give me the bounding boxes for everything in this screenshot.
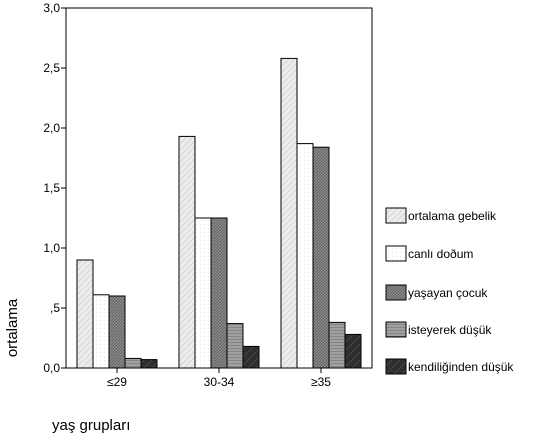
x-tick-label: ≤29	[107, 375, 127, 389]
bars-group	[76, 57, 362, 369]
legend-label-ortalama-gebelik: ortalama gebelik	[408, 209, 497, 223]
bar-kendilig-inden-du-s-u-k-3	[344, 333, 362, 369]
legend-swatch-isteyerek-du-s-u-k	[385, 321, 407, 338]
legend-label-kendilig-inden-du-s-u-k: kendiliğinden düşük	[408, 360, 514, 374]
legend-label-yas-ayan-c-ocuk: yaşayan çocuk	[408, 286, 488, 300]
bar-kendilig-inden-du-s-u-k-2	[242, 345, 260, 369]
x-axis-title: yaş grupları	[52, 417, 130, 434]
legend: ortalama gebelik canlı doðum yaşayan çocuk…	[385, 207, 514, 375]
legend-swatch-yas-ayan-c-ocuk	[385, 284, 407, 301]
y-tick-label: 0,0	[43, 361, 60, 375]
bar-yas-ayan-c-ocuk-3	[312, 146, 330, 369]
bar-isteyerek-du-s-u-k-3	[328, 321, 346, 369]
bar-ortalama-gebelik-2	[178, 135, 196, 369]
y-tick-label: ,5	[50, 301, 60, 315]
y-tick-label: 1,0	[43, 241, 60, 255]
bar-isteyerek-du-s-u-k-2	[226, 323, 244, 369]
bar-kendilig-inden-du-s-u-k-1	[140, 359, 158, 369]
legend-label-isteyerek-du-s-u-k: isteyerek düşük	[408, 323, 492, 337]
bar-yas-ayan-c-ocuk-2	[210, 217, 228, 369]
legend-label-canl-do-um: canlı doðum	[408, 247, 473, 261]
x-tick-label: ≥35	[311, 375, 331, 389]
y-tick-label: 1,5	[43, 181, 60, 195]
bar-canl-do-um-1	[92, 294, 110, 369]
y-axis: 0,0 ,5 1,0 1,5 2,0 2,5 3,0	[43, 1, 66, 375]
bar-isteyerek-du-s-u-k-1	[124, 357, 142, 369]
x-tick-label: 30-34	[204, 375, 235, 389]
y-tick-label: 2,5	[43, 61, 60, 75]
bar-ortalama-gebelik-1	[76, 259, 94, 369]
y-tick-label: 3,0	[43, 1, 60, 15]
legend-swatch-kendilig-inden-du-s-u-k	[385, 358, 407, 375]
y-tick-label: 2,0	[43, 121, 60, 135]
legend-swatch-canl-do-um	[385, 245, 407, 262]
y-axis-title: ortalama	[4, 298, 21, 357]
bar-ortalama-gebelik-3	[280, 57, 298, 369]
bar-canl-do-um-3	[296, 143, 314, 369]
legend-swatch-ortalama-gebelik	[385, 207, 407, 224]
x-axis: ≤29 30-34 ≥35	[107, 368, 331, 389]
bar-yas-ayan-c-ocuk-1	[108, 295, 126, 369]
bar-canl-do-um-2	[194, 217, 212, 369]
